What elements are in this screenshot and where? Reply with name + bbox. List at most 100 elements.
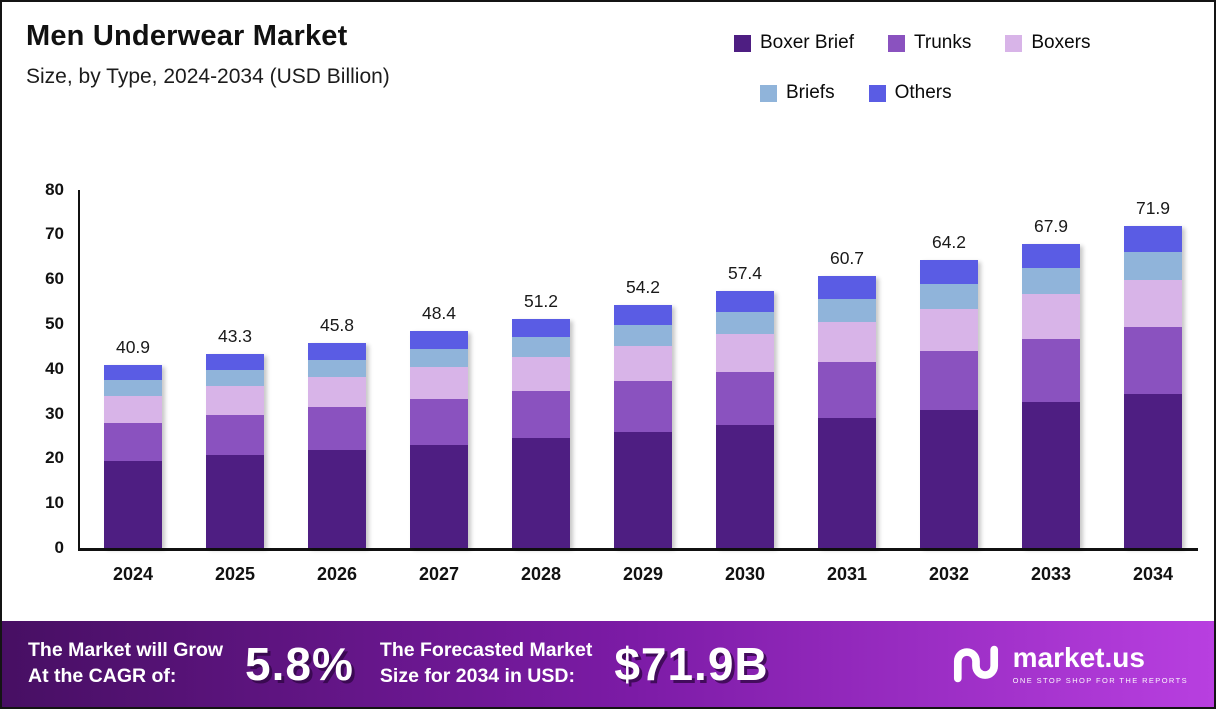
segment-others: [1022, 243, 1080, 269]
segment-trunks: [920, 350, 978, 411]
bar-zone: 64.2: [920, 190, 978, 548]
legend-label: Briefs: [786, 82, 835, 103]
cagr-label: The Market will Grow At the CAGR of:: [28, 638, 223, 689]
bar-column-2026: 45.8 2026: [308, 190, 366, 585]
segment-boxer-brief: [206, 455, 264, 548]
bar-column-2031: 60.7 2031: [818, 190, 876, 585]
bar-column-2024: 40.9 2024: [104, 190, 162, 585]
boxer-brief-swatch-icon: [734, 34, 751, 52]
x-label-2034: 2034: [1132, 564, 1174, 584]
stacked-bar-2025: [206, 354, 264, 548]
segment-boxers: [1022, 294, 1080, 340]
total-label-2028: 51.2: [523, 290, 559, 311]
segment-boxer-brief: [104, 460, 162, 548]
stacked-bar-2024: [104, 364, 162, 548]
legend-label: Boxers: [1031, 32, 1091, 53]
bars-row: 40.9 2024 43.3 2025 45.8 2026 48.4 2027 51.2 2028…: [78, 190, 1202, 585]
x-label-2028: 2028: [520, 564, 562, 584]
y-tick-30: 30: [45, 403, 64, 423]
bar-column-2027: 48.4 2027: [410, 190, 468, 585]
bar-zone: 45.8: [308, 190, 366, 548]
briefs-swatch-icon: [760, 84, 777, 102]
total-label-2032: 64.2: [931, 232, 967, 253]
segment-trunks: [1124, 327, 1182, 394]
total-label-2026: 45.8: [319, 314, 355, 335]
cagr-label-line2: At the CAGR of:: [28, 665, 177, 687]
legend-item-trunks: Trunks: [887, 32, 971, 54]
segment-boxer-brief: [614, 431, 672, 548]
forecast-label-line1: The Forecasted Market: [379, 639, 593, 662]
y-tick-20: 20: [45, 448, 64, 468]
segment-trunks: [308, 407, 366, 450]
total-label-2034: 71.9: [1135, 197, 1171, 218]
stacked-bar-2029: [614, 305, 672, 548]
legend-item-boxer-brief: Boxer Brief: [734, 32, 854, 54]
total-label-2033: 67.9: [1033, 215, 1069, 236]
header: Men Underwear Market Size, by Type, 2024…: [2, 2, 1214, 144]
stacked-bar-2026: [308, 342, 366, 548]
segment-briefs: [410, 349, 468, 368]
segment-trunks: [716, 371, 774, 426]
segment-others: [410, 331, 468, 350]
segment-trunks: [206, 414, 264, 456]
segment-briefs: [716, 312, 774, 335]
legend-item-boxers: Boxers: [1005, 32, 1091, 54]
segment-boxer-brief: [308, 449, 366, 548]
trunks-swatch-icon: [887, 34, 905, 52]
chart-region: 0 10 20 30 40 50 60 70 80 40.9 2024 43.3 2025 45.8 20…: [2, 180, 1214, 585]
stacked-bar-2027: [410, 331, 468, 548]
stacked-bar-2034: [1124, 225, 1182, 548]
segment-briefs: [308, 359, 366, 378]
y-axis: 0 10 20 30 40 50 60 70 80: [2, 180, 78, 557]
segment-boxers: [614, 345, 672, 382]
segment-others: [206, 354, 264, 370]
bar-zone: 54.2: [614, 190, 672, 548]
y-tick-80: 80: [45, 179, 64, 199]
boxers-swatch-icon: [1005, 34, 1023, 52]
legend-row-2: Briefs Others: [734, 82, 1186, 104]
y-tick-70: 70: [45, 224, 64, 244]
segment-boxer-brief: [818, 418, 876, 548]
segment-others: [512, 318, 570, 338]
x-label-2033: 2033: [1030, 564, 1072, 584]
total-label-2030: 57.4: [727, 262, 763, 283]
segment-boxers: [716, 334, 774, 372]
total-label-2031: 60.7: [829, 248, 865, 269]
segment-others: [818, 276, 876, 299]
x-label-2025: 2025: [214, 564, 256, 584]
segment-boxers: [410, 367, 468, 400]
segment-boxer-brief: [512, 438, 570, 548]
segment-briefs: [614, 324, 672, 346]
segment-briefs: [206, 369, 264, 387]
segment-boxer-brief: [716, 425, 774, 548]
segment-trunks: [104, 422, 162, 461]
brand-name: market.us: [1012, 642, 1145, 674]
bar-zone: 51.2: [512, 190, 570, 548]
segment-boxers: [1124, 279, 1182, 328]
legend-item-others: Others: [868, 82, 952, 104]
bar-zone: 40.9: [104, 190, 162, 548]
x-label-2031: 2031: [826, 564, 868, 584]
bar-zone: 71.9: [1124, 190, 1182, 548]
stacked-bar-2032: [920, 260, 978, 548]
segment-boxers: [818, 321, 876, 362]
segment-trunks: [1022, 339, 1080, 403]
bar-zone: 43.3: [206, 190, 264, 548]
cagr-value: 5.8%: [245, 638, 354, 690]
bar-column-2028: 51.2 2028: [512, 190, 570, 585]
x-label-2032: 2032: [928, 564, 970, 584]
y-axis-line: [78, 190, 80, 551]
cagr-label-line1: The Market will Grow: [28, 639, 224, 662]
marketus-logo-icon: [953, 645, 998, 683]
segment-others: [716, 290, 774, 313]
x-label-2026: 2026: [316, 564, 358, 584]
brand-logo: market.us ONE STOP SHOP FOR THE REPORTS: [949, 641, 1188, 687]
segment-briefs: [818, 298, 876, 322]
total-label-2024: 40.9: [115, 336, 151, 357]
bar-zone: 60.7: [818, 190, 876, 548]
y-tick-40: 40: [45, 358, 64, 378]
stacked-bar-2030: [716, 290, 774, 548]
page-title: Men Underwear Market: [26, 20, 348, 52]
bar-column-2033: 67.9 2033: [1022, 190, 1080, 585]
